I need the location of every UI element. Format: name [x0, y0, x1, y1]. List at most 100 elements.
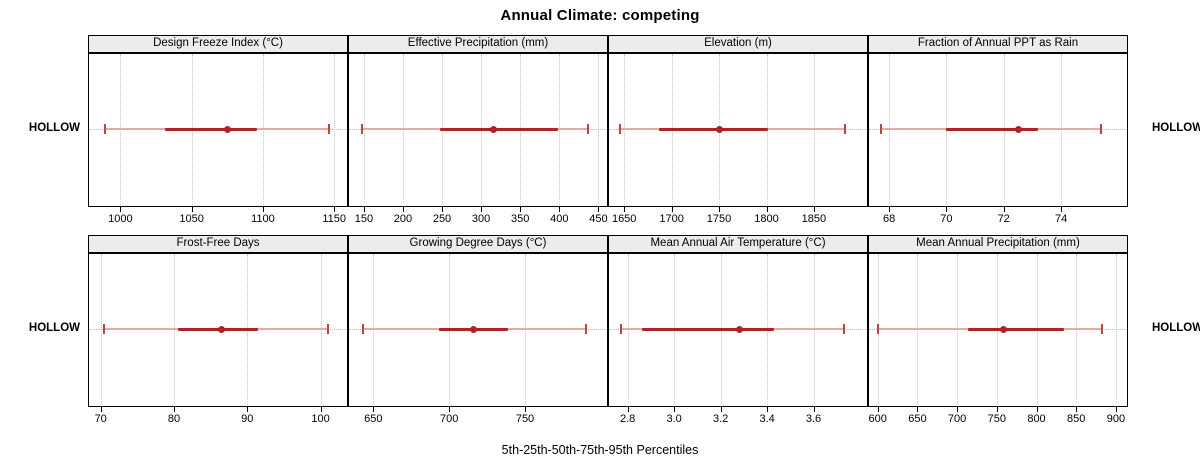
axis-tick [766, 207, 768, 212]
axis-tick [767, 407, 769, 412]
axis-tick-label: 400 [550, 213, 569, 225]
axis-tick [674, 407, 676, 412]
strip-label: Design Freeze Index (°C) [88, 35, 348, 53]
median-dot [218, 325, 226, 333]
plot-area [608, 253, 868, 407]
plot-area [348, 53, 608, 207]
axis-tick-label: 70 [94, 413, 107, 425]
axis-tick [174, 407, 175, 412]
axis-tick-label: 350 [511, 213, 530, 225]
whisker-cap-left [103, 324, 106, 334]
axis-tick-label: 3.6 [805, 413, 822, 425]
whisker-cap-left [361, 124, 364, 134]
x-axis: 1000 1050 1100 1150 [88, 207, 348, 233]
x-axis: 650 700 750 [348, 407, 608, 433]
plot-area [868, 53, 1128, 207]
axis-tick [813, 207, 815, 212]
median-dot [469, 325, 477, 333]
gridline [1115, 254, 1117, 406]
axis-tick-label: 650 [908, 413, 927, 425]
strip-label: Mean Annual Precipitation (mm) [868, 235, 1128, 253]
axis-tick [525, 407, 526, 412]
axis-tick-label: 750 [987, 413, 1006, 425]
axis-tick-label: 3.0 [666, 413, 682, 425]
axis-tick [917, 407, 919, 412]
strip-label: Fraction of Annual PPT as Rain [868, 35, 1128, 53]
axis-tick [1076, 407, 1078, 412]
axis-tick [120, 207, 122, 212]
axis-tick-label: 1150 [322, 213, 347, 225]
gridline [1061, 54, 1063, 206]
gridline [813, 254, 815, 406]
gridline [174, 254, 175, 406]
axis-tick-label: 200 [393, 213, 413, 225]
gridline [627, 254, 629, 406]
x-axis: 150 200 250 300 350 400 450 [348, 207, 608, 233]
axis-tick-label: 850 [1067, 413, 1086, 425]
whisker-cap-left [619, 324, 622, 334]
axis-tick-label: 72 [997, 213, 1010, 225]
gridline [559, 54, 561, 206]
axis-tick [813, 407, 815, 412]
axis-tick [719, 207, 720, 212]
axis-tick [946, 207, 948, 212]
axis-tick-label: 70 [940, 213, 953, 225]
median-dot [999, 325, 1007, 333]
whisker-cap-right [326, 324, 329, 334]
whisker-cap-right [587, 124, 590, 134]
axis-tick-label: 1750 [706, 213, 732, 225]
plot-area [88, 253, 348, 407]
median-dot [715, 125, 723, 133]
gridline [120, 54, 122, 206]
axis-tick-label: 750 [515, 413, 535, 425]
axis-tick-label: 250 [432, 213, 452, 225]
interquartile-bar [164, 127, 258, 131]
interquartile-bar [659, 127, 769, 131]
gridline [957, 254, 959, 406]
x-axis: 70 80 90 100 [88, 407, 348, 433]
chart-title: Annual Climate: competing [500, 7, 700, 24]
gridline [334, 54, 336, 206]
gridline [917, 254, 919, 406]
axis-tick [320, 407, 322, 412]
axis-tick [889, 207, 891, 212]
gridline [402, 54, 404, 206]
strip-label: Mean Annual Air Temperature (°C) [608, 235, 868, 253]
row2-group-label-left: HOLLOW [28, 322, 80, 334]
median-dot [1014, 125, 1022, 133]
axis-tick [877, 407, 879, 412]
axis-tick-label: 700 [947, 413, 967, 425]
interquartile-bar [641, 327, 774, 331]
axis-tick [363, 207, 365, 212]
gridline [373, 254, 375, 406]
axis-tick [559, 207, 561, 212]
gridline [100, 254, 102, 406]
axis-tick-label: 3.2 [712, 413, 729, 425]
axis-tick-label: 2.8 [619, 413, 636, 425]
axis-tick-label: 74 [1054, 213, 1068, 225]
axis-tick-label: 600 [868, 413, 887, 425]
axis-tick-label: 1800 [754, 213, 779, 225]
axis-tick [334, 207, 336, 212]
gridline [525, 254, 526, 406]
axis-tick-label: 700 [440, 413, 459, 425]
axis-tick [100, 407, 102, 412]
plot-area [88, 53, 348, 207]
x-axis: 600 650 700 750 800 850 900 [868, 407, 1128, 433]
axis-tick [671, 207, 673, 212]
plot-area [868, 253, 1128, 407]
axis-tick [1036, 407, 1038, 412]
median-dot [223, 125, 231, 133]
axis-tick-label: 650 [364, 413, 383, 425]
axis-tick [627, 407, 629, 412]
axis-tick-label: 1050 [179, 213, 204, 225]
plot-area [348, 253, 608, 407]
axis-tick [520, 207, 522, 212]
axis-tick [402, 207, 404, 212]
whisker-cap-right [1101, 324, 1104, 334]
strip-label: Frost-Free Days [88, 235, 348, 253]
axis-tick [598, 207, 600, 212]
x-axis: 1650 1700 1750 1800 1850 [608, 207, 868, 233]
axis-tick-label: 800 [1027, 413, 1046, 425]
